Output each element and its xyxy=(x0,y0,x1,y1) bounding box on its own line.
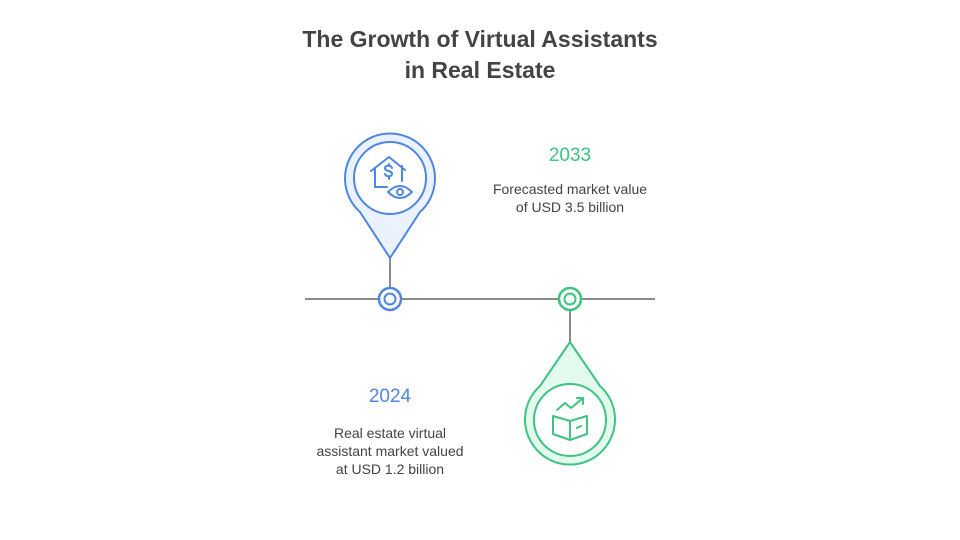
desc-2024: Real estate virtual assistant market val… xyxy=(290,424,490,478)
year-2033: 2033 xyxy=(548,145,592,166)
pin-2024 xyxy=(344,132,436,259)
desc-line: assistant market valued xyxy=(316,443,464,459)
desc-line: of USD 3.5 billion xyxy=(515,199,625,215)
desc-2033: Forecasted market value of USD 3.5 billi… xyxy=(470,180,670,216)
pin-2033 xyxy=(524,341,616,466)
desc-line: Real estate virtual xyxy=(333,425,447,441)
open-box-growth-icon xyxy=(552,397,588,441)
year-2024: 2024 xyxy=(368,386,412,407)
desc-line: at USD 1.2 billion xyxy=(335,461,445,477)
title-line-1: The Growth of Virtual Assistants xyxy=(302,26,658,52)
desc-line: Forecasted market value xyxy=(492,181,648,197)
page-title: The Growth of Virtual Assistants in Real… xyxy=(0,24,960,86)
title-line-2: in Real Estate xyxy=(404,57,556,83)
house-dollar-eye-icon xyxy=(370,156,413,199)
